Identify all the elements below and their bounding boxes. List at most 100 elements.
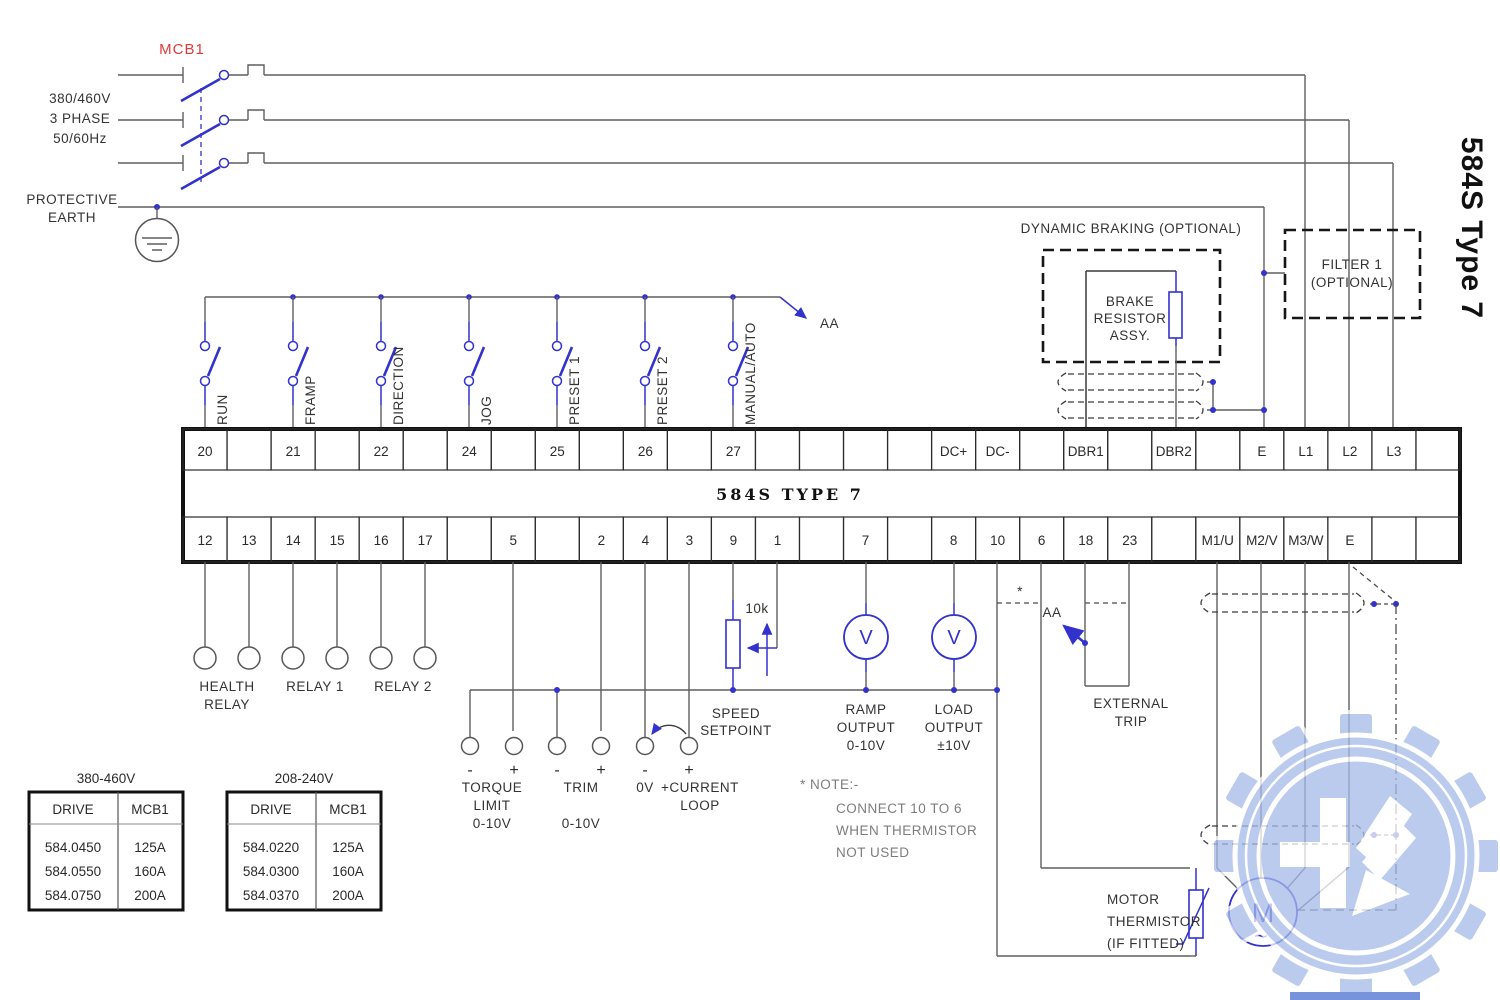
pot-value-label: 10k xyxy=(745,601,768,616)
screen-symbols-braking xyxy=(1057,372,1267,420)
relay-outputs: HEALTH RELAY RELAY 1 RELAY 2 xyxy=(193,562,437,712)
terminal-label-top: 21 xyxy=(286,444,301,459)
terminal-label-bottom: 6 xyxy=(1038,533,1046,548)
filter-label2: (OPTIONAL) xyxy=(1311,275,1393,290)
switch-label-manualauto: MANUAL/AUTO xyxy=(743,322,758,425)
terminal-label-bottom: 3 xyxy=(686,533,694,548)
relay-terminal xyxy=(413,646,437,670)
table2-r2c0: 584.0370 xyxy=(243,888,299,903)
terminal-label-top: 26 xyxy=(638,444,653,459)
table2-r0c0: 584.0220 xyxy=(243,840,299,855)
terminal-label-bottom: 8 xyxy=(950,533,958,548)
filter-label1: FILTER 1 xyxy=(1322,257,1383,272)
health-relay-label1: HEALTH xyxy=(199,679,254,694)
terminal-label-bottom: M1/U xyxy=(1202,533,1234,548)
switch-blade xyxy=(470,346,486,377)
switch-blade xyxy=(382,346,398,377)
switch-label-framp: FRAMP xyxy=(303,375,318,425)
ramp-output-range: 0-10V xyxy=(847,738,886,753)
strip-center-label: 584S TYPE 7 xyxy=(716,485,864,504)
torque-limit-label2: LIMIT xyxy=(473,798,510,813)
analog-terminal xyxy=(679,736,699,756)
filter-box: FILTER 1 (OPTIONAL) xyxy=(1261,228,1422,320)
voltmeter-v2: V xyxy=(947,627,961,649)
brake-resistor-label2: RESISTOR xyxy=(1094,311,1167,326)
dynamic-braking: DYNAMIC BRAKING (OPTIONAL) BRAKE RESISTO… xyxy=(1021,221,1267,429)
switch-contact xyxy=(551,340,563,352)
switch-contact xyxy=(551,375,563,387)
analog-terminal xyxy=(504,736,524,756)
note-line3: NOT USED xyxy=(836,845,910,860)
terminal-label-top: 25 xyxy=(550,444,565,459)
sign-loop-plus: + xyxy=(684,762,693,779)
note-star: * xyxy=(1017,584,1023,599)
switch-blade xyxy=(294,346,310,377)
terminal-cell-bottom xyxy=(1415,516,1461,563)
table1-header-drive: DRIVE xyxy=(52,802,93,817)
switch-contact xyxy=(287,375,299,387)
relay-terminal xyxy=(193,646,217,670)
load-output-label1: LOAD xyxy=(935,702,974,717)
terminal-label-top: L3 xyxy=(1386,444,1401,459)
relay-terminal xyxy=(369,646,393,670)
table2-title: 208-240V xyxy=(275,771,334,786)
table1-r1c0: 584.0550 xyxy=(45,864,101,879)
switch-label-direction: DIRECTION xyxy=(391,346,406,425)
health-relay-label2: RELAY xyxy=(204,697,250,712)
mcb1-label: MCB1 xyxy=(159,41,205,58)
terminal-label-bottom: 9 xyxy=(730,533,738,548)
terminal-label-bottom: M3/W xyxy=(1288,533,1324,548)
table1-title: 380-460V xyxy=(77,771,136,786)
supply-section: MCB1 380/460V 3 PHASE 50/60Hz PROTECTIVE… xyxy=(26,41,1394,429)
motor-thermistor: MOTOR THERMISTOR (IF FITTED) xyxy=(1107,868,1210,957)
terminal-label-top: DBR1 xyxy=(1068,444,1104,459)
switch-blade xyxy=(646,346,662,377)
relay-terminal xyxy=(281,646,305,670)
relay2-label: RELAY 2 xyxy=(374,679,432,694)
terminal-label-top: L2 xyxy=(1342,444,1357,459)
switch-contact xyxy=(463,375,475,387)
terminal-label-bottom: 2 xyxy=(598,533,606,548)
terminal-label-bottom: 12 xyxy=(198,533,213,548)
switch-blade xyxy=(558,346,574,377)
aa-trip-label: AA xyxy=(1042,605,1061,620)
note-line0: * NOTE:- xyxy=(800,777,859,792)
thermistor-label1: MOTOR xyxy=(1107,892,1160,907)
speed-setpoint-label1: SPEED xyxy=(712,706,760,721)
switch-contact xyxy=(727,375,739,387)
brake-resistor-symbol xyxy=(1168,291,1183,339)
sign-trim-minus: - xyxy=(554,762,559,779)
ramp-output-label1: RAMP xyxy=(845,702,886,717)
terminal-label-bottom: 14 xyxy=(286,533,302,548)
load-output-meter: V LOAD OUTPUT ±10V xyxy=(925,562,983,753)
terminal-label-bottom: 10 xyxy=(990,533,1005,548)
terminal-label-bottom: 4 xyxy=(642,533,650,548)
relay1-label: RELAY 1 xyxy=(286,679,344,694)
note-block: * NOTE:- CONNECT 10 TO 6 WHEN THERMISTOR… xyxy=(800,777,977,860)
switch-contact xyxy=(199,340,211,352)
terminal-label-bottom: 13 xyxy=(242,533,257,548)
sign-torque-minus: - xyxy=(467,762,472,779)
current-loop-label1: +CURRENT xyxy=(661,780,739,795)
analog-terminal xyxy=(591,736,611,756)
terminal-label-top: L1 xyxy=(1298,444,1313,459)
supply-freq-label: 50/60Hz xyxy=(53,131,107,146)
switch-contact xyxy=(199,375,211,387)
analog-io: - + - + - + TORQUE LIMIT 0-10V TRIM 0-10… xyxy=(460,562,997,831)
supply-phase-label: 3 PHASE xyxy=(50,111,111,126)
table1-header-mcb1: MCB1 xyxy=(131,802,169,817)
terminal-label-bottom: 17 xyxy=(418,533,433,548)
table1-r2c0: 584.0750 xyxy=(45,888,101,903)
terminal-label-top: DBR2 xyxy=(1156,444,1192,459)
external-trip-label1: EXTERNAL xyxy=(1093,696,1168,711)
terminal-label-top: DC+ xyxy=(940,444,967,459)
switch-label-preset1: PRESET 1 xyxy=(567,356,582,425)
ramp-output-meter: V RAMP OUTPUT 0-10V xyxy=(837,562,895,753)
terminal-label-top: 24 xyxy=(462,444,478,459)
brake-resistor-label3: ASSY. xyxy=(1110,328,1151,343)
terminal-label-top: 20 xyxy=(198,444,213,459)
zero-volt-label: 0V xyxy=(636,780,654,795)
page-title: 584S Type 7 xyxy=(1455,137,1488,319)
table2-header-drive: DRIVE xyxy=(250,802,291,817)
protective-earth-label: PROTECTIVE xyxy=(26,192,117,207)
